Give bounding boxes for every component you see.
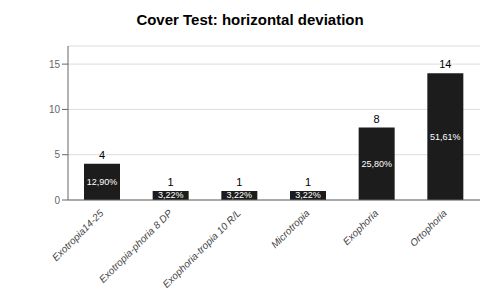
- svg-text:Exophoria: Exophoria: [341, 207, 381, 247]
- svg-text:Microtropia: Microtropia: [269, 207, 312, 250]
- svg-text:5: 5: [54, 149, 60, 160]
- svg-text:8: 8: [374, 113, 380, 125]
- svg-text:12,90%: 12,90%: [87, 177, 118, 187]
- svg-text:Ortophoria: Ortophoria: [408, 207, 449, 248]
- svg-text:4: 4: [99, 149, 105, 161]
- svg-text:0: 0: [54, 195, 60, 206]
- svg-text:Exotropia14-25: Exotropia14-25: [50, 207, 106, 263]
- svg-text:51,61%: 51,61%: [430, 132, 461, 142]
- svg-text:3,22%: 3,22%: [295, 190, 321, 200]
- html-text:Cover Test: horizontal deviati: Cover Test: horizontal deviation: [136, 11, 364, 28]
- svg-text:15: 15: [49, 59, 61, 70]
- svg-text:14: 14: [439, 58, 451, 70]
- svg-text:1: 1: [236, 176, 242, 188]
- svg-text:Exotropia-phoria 8 DP: Exotropia-phoria 8 DP: [97, 207, 175, 285]
- svg-text:Exophoria-tropia 10 R/L: Exophoria-tropia 10 R/L: [160, 208, 242, 290]
- svg-text:3,22%: 3,22%: [227, 190, 253, 200]
- svg-text:10: 10: [49, 104, 61, 115]
- svg-text:25,80%: 25,80%: [361, 159, 392, 169]
- svg-text:1: 1: [168, 176, 174, 188]
- svg-text:1: 1: [305, 176, 311, 188]
- svg-text:3,22%: 3,22%: [158, 190, 184, 200]
